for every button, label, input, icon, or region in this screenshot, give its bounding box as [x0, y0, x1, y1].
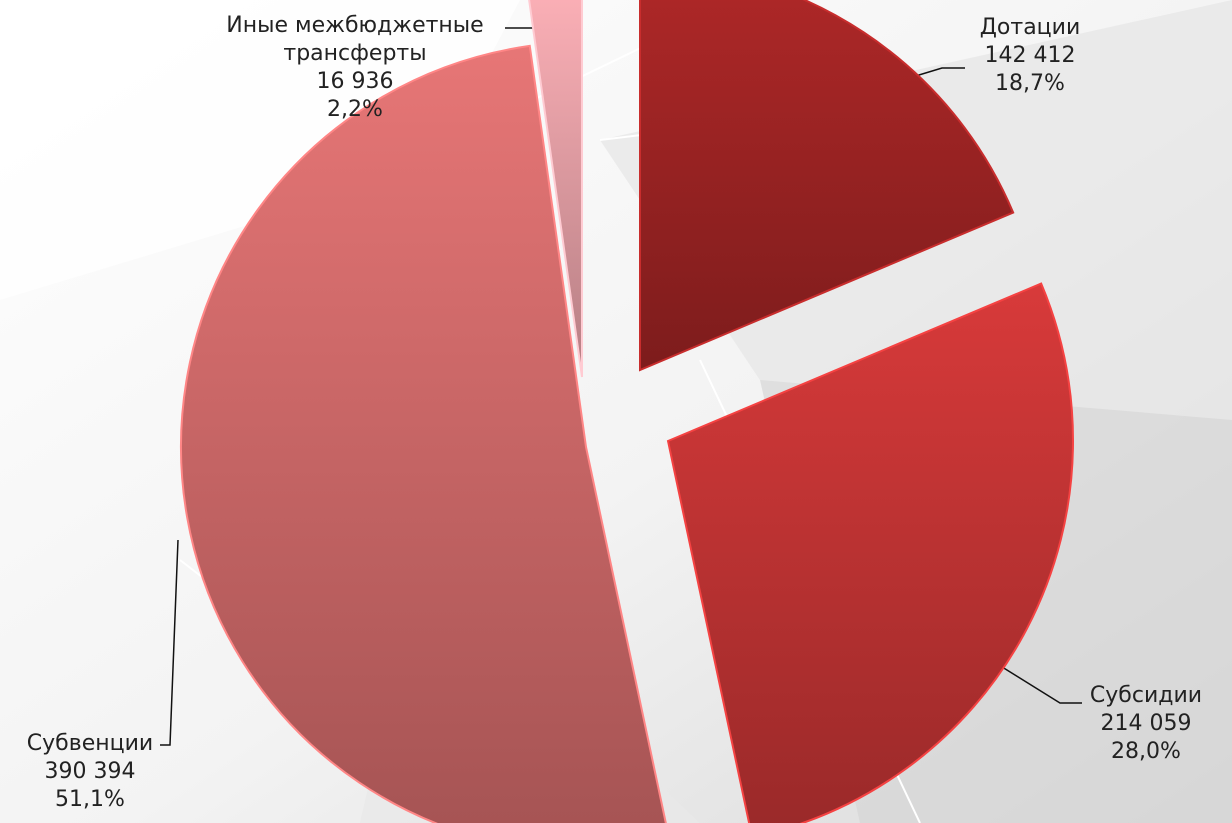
slice-subventsii — [180, 44, 667, 823]
label-value: 142 412 — [984, 43, 1076, 68]
label-name: Субвенции — [26, 731, 154, 756]
label-subventsii: Субвенции 390 394 51,1% — [0, 730, 180, 814]
label-name-line-2: трансферты — [283, 41, 427, 66]
slice-subsidii — [666, 282, 1074, 823]
label-name-line-1: Иные межбюджетные — [226, 13, 484, 38]
label-dotatsii: Дотации 142 412 18,7% — [930, 14, 1130, 98]
label-percent: 51,1% — [55, 787, 125, 812]
label-name: Дотации — [979, 15, 1081, 40]
label-name: Субсидии — [1089, 683, 1203, 708]
label-subsidii: Субсидии 214 059 28,0% — [1060, 682, 1232, 766]
slice-inye-transferty — [528, 0, 583, 378]
label-inye-transferty: Иные межбюджетные трансферты 16 936 2,2% — [195, 12, 515, 124]
leader-line-subsidii — [977, 651, 1082, 704]
label-percent: 18,7% — [995, 71, 1065, 96]
label-percent: 2,2% — [327, 97, 383, 122]
background-facet — [0, 0, 520, 300]
label-value: 214 059 — [1100, 711, 1192, 736]
slice-dotatsii — [639, 0, 1015, 372]
label-value: 16 936 — [316, 69, 394, 94]
label-percent: 28,0% — [1111, 739, 1181, 764]
pie-slices — [180, 0, 1074, 823]
leader-line-subventsii — [160, 539, 179, 746]
label-value: 390 394 — [44, 759, 136, 784]
